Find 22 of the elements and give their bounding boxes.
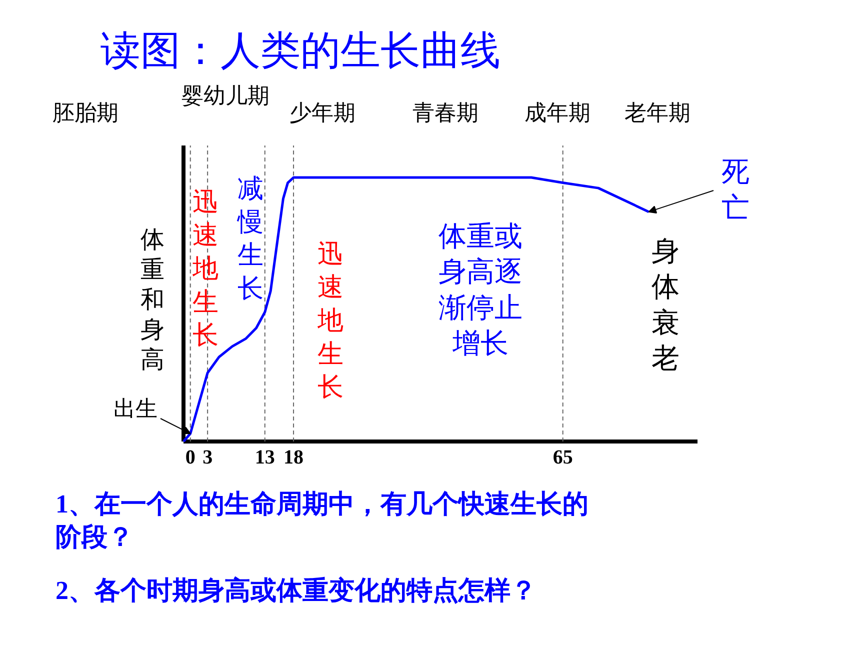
text: 1、在一个人的生命周期中，有几个快速生长的阶段？	[56, 489, 588, 552]
text: 2、各个时期身高或体重变化的特点怎样？	[56, 576, 536, 605]
x-tick-label: 0	[185, 446, 196, 468]
annotation: 迅速地生长	[316, 239, 344, 402]
text: 婴幼儿期	[182, 83, 270, 108]
text: 成年期	[524, 100, 590, 125]
text: 胚胎期	[52, 100, 118, 125]
annotation: 出生	[114, 396, 158, 421]
annotation: 身体衰老	[652, 236, 680, 374]
x-tick-label: 18	[284, 446, 304, 468]
text: 老年期	[624, 100, 690, 125]
annotation: 体重或身高逐渐停止增长	[438, 222, 522, 360]
annotation: 迅速地生长	[192, 187, 218, 350]
y-axis-title: 体重和身高	[140, 228, 164, 374]
annotation: 死亡	[722, 157, 750, 224]
x-tick-label: 65	[552, 446, 573, 468]
x-tick-label: 3	[202, 446, 213, 468]
x-tick-label: 13	[254, 446, 275, 468]
annotation: 减慢生长	[236, 174, 264, 304]
text: 少年期	[290, 100, 356, 125]
text: 青春期	[412, 100, 478, 125]
chart-title: 读图：人类的生长曲线	[100, 28, 500, 73]
